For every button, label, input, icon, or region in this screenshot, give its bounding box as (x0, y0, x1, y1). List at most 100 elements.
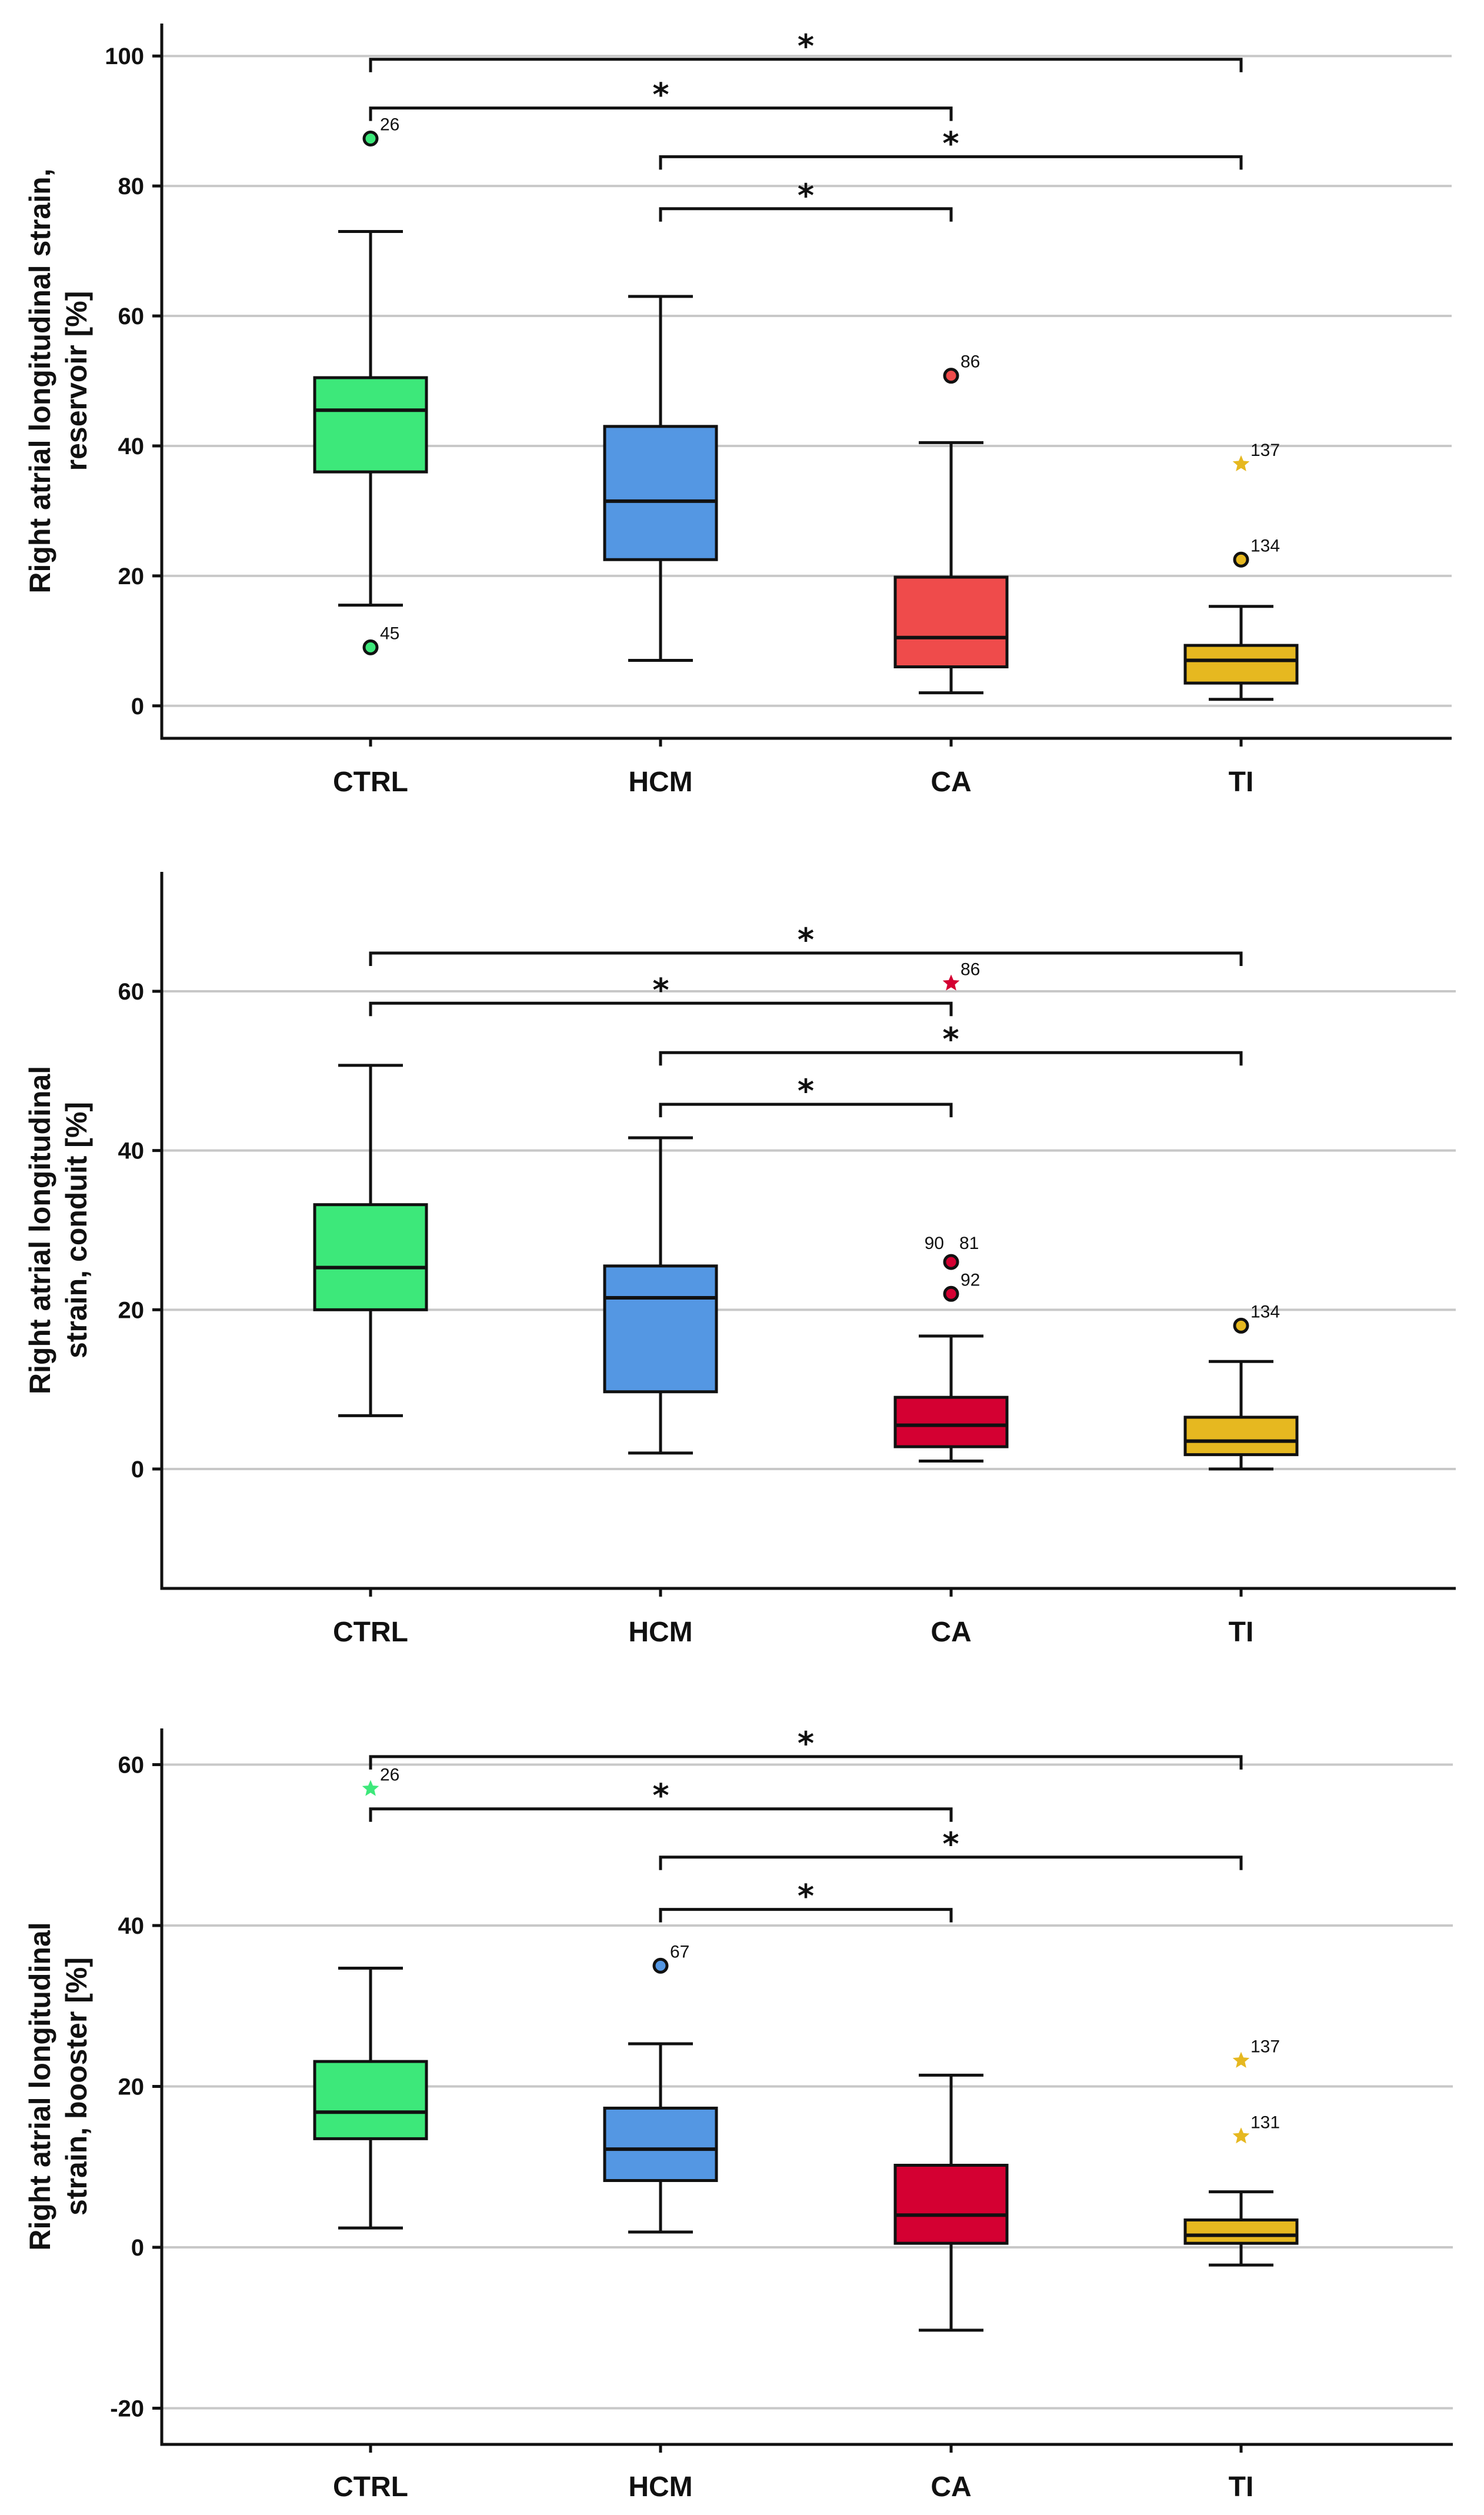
significance-star: * (798, 921, 814, 958)
axes (160, 872, 1456, 1590)
significance-bracket (659, 1051, 1243, 1066)
y-tick-label: 0 (131, 2235, 144, 2261)
y-tick-label: 100 (105, 44, 144, 69)
y-axis-label-line: Right atrial longitudinal strain, (24, 168, 56, 593)
outlier-label: 81 (959, 1234, 979, 1253)
significance-star: * (798, 28, 814, 65)
box-hcm (603, 425, 718, 561)
box-ti (1183, 2218, 1299, 2245)
x-tick-label-hcm: HCM (628, 767, 692, 798)
box-hcm (603, 2106, 718, 2182)
x-tick-label-ti: TI (1229, 2471, 1254, 2503)
outlier-label: 67 (670, 1942, 689, 1961)
x-tick-label-ca: CA (931, 1617, 971, 1648)
y-tick-label: 20 (118, 2074, 145, 2100)
outlier-point (943, 1254, 959, 1270)
y-axis-label-line: strain, booster [%] (60, 1957, 93, 2216)
significance-star: * (798, 1725, 814, 1762)
outlier-point (362, 131, 379, 147)
significance-star: * (798, 177, 814, 214)
y-axis-label-line: reservoir [%] (60, 291, 93, 471)
y-tick-label: 0 (131, 694, 144, 719)
y-tick-label: 20 (118, 1297, 145, 1323)
x-tick-label-hcm: HCM (628, 2471, 692, 2503)
x-tick-label-ctrl: CTRL (333, 1617, 408, 1648)
box-ctrl (313, 1203, 428, 1311)
outlier-star (362, 1780, 379, 1796)
outlier-point (1233, 551, 1249, 568)
outlier-label: 134 (1250, 536, 1280, 555)
y-tick-label: 40 (118, 1913, 145, 1939)
outlier-label: 45 (380, 624, 399, 643)
y-axis-label: Right atrial longitudinal strain, booster… (24, 1922, 93, 2250)
axes (160, 1728, 1453, 2446)
significance-bracket (659, 1908, 953, 1923)
significance-bracket (369, 58, 1243, 72)
significance-bracket (659, 207, 953, 222)
outlier-label: 131 (1250, 2113, 1280, 2132)
outlier-point (1233, 1317, 1249, 1334)
outlier-label: 90 (925, 1234, 944, 1253)
box-hcm (603, 1264, 718, 1394)
y-tick-label: 80 (118, 174, 145, 199)
significance-bracket (369, 951, 1243, 967)
box-ca (893, 2164, 1009, 2245)
outlier-star (942, 974, 960, 991)
outlier-label: 137 (1250, 2037, 1280, 2057)
outlier-star (1232, 455, 1250, 471)
box-ctrl (313, 2060, 428, 2140)
x-tick-label-hcm: HCM (628, 1617, 692, 1648)
outlier-label: 134 (1250, 1302, 1280, 1321)
outlier-point (943, 368, 959, 384)
y-tick-label: 60 (118, 1753, 145, 1778)
box-ti (1183, 1415, 1299, 1457)
significance-bracket (369, 1755, 1243, 1770)
significance-star: * (798, 1072, 814, 1110)
box-ca (893, 1395, 1009, 1448)
box-ctrl (313, 376, 428, 474)
outlier-star (1232, 2051, 1250, 2068)
outlier-label: 86 (961, 352, 980, 372)
x-tick-label-ti: TI (1229, 767, 1254, 798)
x-tick-label-ctrl: CTRL (333, 2471, 408, 2503)
significance-star: * (942, 1021, 959, 1058)
outlier-label: 137 (1250, 441, 1280, 460)
x-tick-label-ti: TI (1229, 1617, 1254, 1648)
significance-star: * (942, 125, 959, 162)
y-tick-label: -20 (110, 2396, 144, 2421)
y-tick-label: 60 (118, 979, 145, 1005)
significance-bracket (659, 155, 1243, 170)
y-tick-label: 40 (118, 434, 145, 459)
y-tick-label: 40 (118, 1138, 145, 1164)
chart-panel-1: 0 20 40 60 80 100 Right atrial longitudinal st… (24, 24, 1452, 798)
box-ca (893, 575, 1009, 669)
significance-star: * (652, 76, 669, 114)
y-tick-label: 20 (118, 564, 145, 589)
outlier-label: 86 (961, 960, 980, 979)
significance-star: * (942, 1826, 959, 1863)
y-axis-label-line: strain, conduit [%] (60, 1102, 93, 1358)
y-tick-label: 0 (131, 1457, 144, 1483)
outlier-label: 26 (380, 115, 399, 135)
significance-bracket (369, 106, 953, 121)
y-axis-label: Right atrial longitudinal strain, reservo… (24, 168, 93, 593)
outlier-point (652, 1957, 669, 1974)
y-axis-label: Right atrial longitudinal strain, conduit… (24, 1066, 93, 1394)
chart-panel-2: 0 20 40 60 Right atrial longitudinal strain, … (24, 872, 1456, 1648)
x-tick-label-ca: CA (931, 767, 971, 798)
outlier-point (362, 639, 379, 655)
outlier-point (943, 1285, 959, 1302)
box-ti (1183, 644, 1299, 685)
significance-bracket (659, 1102, 953, 1118)
significance-star: * (652, 1777, 669, 1814)
significance-bracket (369, 1001, 953, 1017)
y-axis-label-line: Right atrial longitudinal (24, 1922, 56, 2250)
significance-star: * (798, 1878, 814, 1915)
y-axis-label-line: Right atrial longitudinal (24, 1066, 56, 1394)
outlier-star (1232, 2127, 1250, 2144)
y-tick-label: 60 (118, 304, 145, 329)
significance-bracket (659, 1856, 1243, 1870)
significance-bracket (369, 1807, 953, 1822)
outlier-label: 92 (961, 1270, 980, 1290)
axes (160, 24, 1452, 740)
